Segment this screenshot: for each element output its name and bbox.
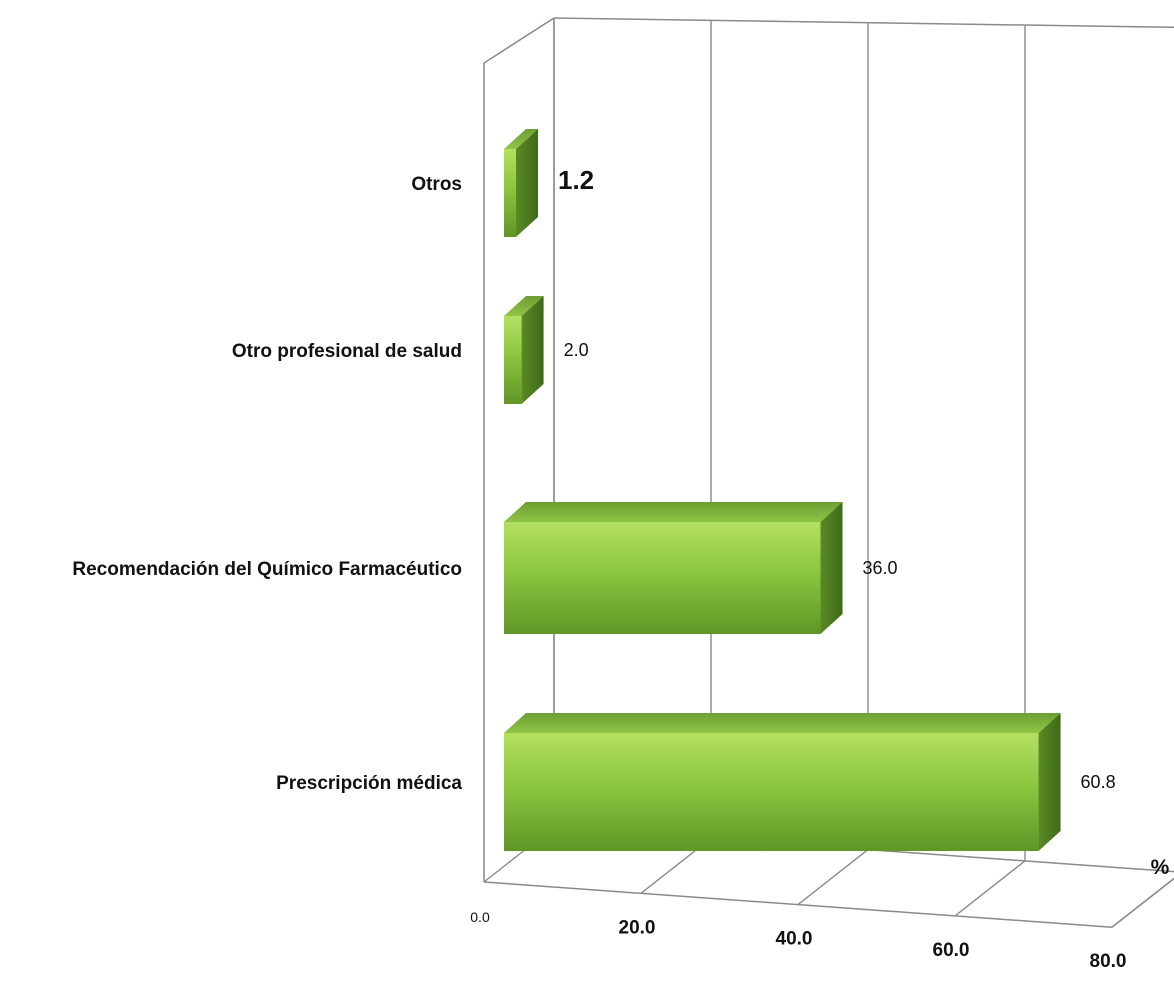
category-label: Prescripción médica	[276, 773, 462, 794]
unit-label: %	[1151, 856, 1170, 879]
bar	[504, 713, 1061, 851]
floor-gridline	[797, 849, 869, 906]
category-label: Otro profesional de salud	[232, 341, 462, 362]
bar	[504, 296, 544, 404]
category-label: Recomendación del Químico Farmacéutico	[72, 559, 462, 580]
floor-gridline	[1111, 877, 1174, 928]
bar-top-face	[504, 713, 1061, 733]
bar	[504, 129, 538, 237]
bar	[504, 502, 843, 634]
value-label: 2.0	[564, 340, 589, 360]
floor-front-edge	[483, 881, 1113, 928]
value-label: 36.0	[863, 558, 898, 578]
left-wall-top-edge	[483, 17, 555, 64]
floor-right-edge	[1111, 877, 1174, 928]
bar-front-face	[504, 316, 522, 404]
bar-top-face	[504, 129, 538, 149]
back-wall-top-edge	[553, 17, 1174, 29]
bar-top-face	[504, 296, 544, 316]
bar-front-face	[504, 733, 1039, 851]
bar-side-face	[1038, 713, 1061, 851]
bar-side-face	[516, 129, 538, 237]
bar-front-face	[504, 149, 516, 237]
x-tick-label: 20.0	[619, 917, 656, 938]
x-tick-label: 60.0	[933, 940, 970, 961]
bars	[504, 129, 1061, 851]
bar-side-face	[820, 502, 843, 634]
category-label: Otros	[411, 174, 462, 195]
floor-gridline	[954, 860, 1026, 917]
bar-side-face	[521, 296, 544, 404]
bar-top-face	[504, 502, 843, 522]
bar-front-face	[504, 522, 821, 634]
labels: 0.0 20.0 40.0 60.0 80.0% Otros 1.2 Otro profesi…	[72, 165, 1169, 972]
x-tick-label: 0.0	[470, 909, 490, 925]
value-label: 1.2	[558, 165, 594, 195]
x-tick-label: 80.0	[1090, 951, 1127, 972]
x-tick-label: 40.0	[776, 929, 813, 950]
value-label: 60.8	[1081, 772, 1116, 792]
